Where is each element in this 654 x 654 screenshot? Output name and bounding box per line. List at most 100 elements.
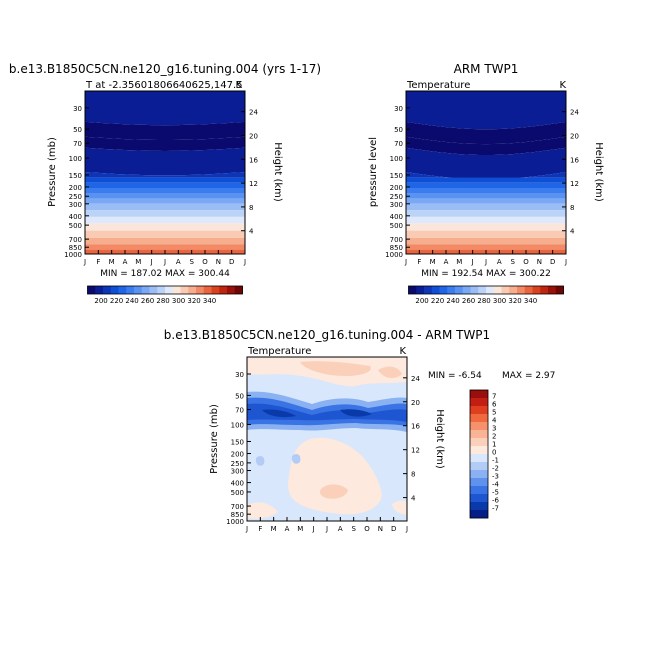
y-tick-label-right: 4 xyxy=(411,495,416,503)
panel-diff: b.e13.B1850C5CN.ne120_g16.tuning.004 - A… xyxy=(164,328,556,533)
x-tick-label: J xyxy=(243,258,246,266)
colorbar-swatch xyxy=(157,286,166,294)
panel-diff-y-ticks-right: 24 20 16 12 8 4 xyxy=(403,375,420,503)
contour-band xyxy=(85,198,245,204)
colorbar-swatch xyxy=(408,286,417,294)
x-tick-label: J xyxy=(325,525,328,533)
panel-diff-y-axis-label-right: Height (km) xyxy=(434,409,445,469)
x-tick-label: J xyxy=(404,258,407,266)
x-tick-label: A xyxy=(123,258,128,266)
x-tick-label: D xyxy=(391,525,396,533)
x-tick-label: A xyxy=(444,258,449,266)
y-tick-label-right: 16 xyxy=(249,156,258,164)
y-tick-label: 700 xyxy=(231,503,244,511)
y-tick-label: 400 xyxy=(69,213,82,221)
contour-band xyxy=(85,193,245,199)
colorbar-label: 340 xyxy=(203,297,216,305)
diff-colorbar-label: 5 xyxy=(492,409,496,417)
colorbar-swatch xyxy=(203,286,212,294)
y-tick-label: 70 xyxy=(235,407,244,415)
diff-cold-small-left xyxy=(255,456,265,466)
y-tick-label-right: 12 xyxy=(411,447,420,455)
colorbar-label: 300 xyxy=(493,297,506,305)
colorbar-swatch xyxy=(493,286,502,294)
x-tick-label: O xyxy=(523,258,529,266)
x-tick-label: S xyxy=(351,525,356,533)
y-tick-label: 150 xyxy=(390,172,403,180)
colorbar-swatch xyxy=(219,286,228,294)
y-tick-label: 400 xyxy=(231,480,244,488)
x-tick-label: O xyxy=(364,525,370,533)
contour-band xyxy=(85,203,245,211)
diff-colorbar-label: 4 xyxy=(492,417,497,425)
colorbar-swatch xyxy=(87,286,96,294)
panel-obs-plot-area xyxy=(406,91,566,254)
diff-colorbar-swatch xyxy=(470,438,488,447)
x-tick-label: D xyxy=(229,258,234,266)
diff-colorbar-swatch xyxy=(470,446,488,455)
panel-diff-stats-min: MIN = -6.54 xyxy=(428,371,482,381)
diff-warm-upper-right xyxy=(378,366,402,379)
y-tick-label: 700 xyxy=(69,236,82,244)
panel-model-y-axis-label-right: Height (km) xyxy=(272,142,283,202)
x-tick-label: N xyxy=(378,525,383,533)
contour-band xyxy=(406,91,566,130)
y-tick-label: 200 xyxy=(69,184,82,192)
y-tick-label-right: 20 xyxy=(411,399,420,407)
y-tick-label: 100 xyxy=(390,155,403,163)
panel-obs-y-axis-label-right: Height (km) xyxy=(593,142,604,202)
colorbar-swatch xyxy=(462,286,471,294)
colorbar-swatch xyxy=(126,286,135,294)
y-tick-label: 300 xyxy=(390,201,403,209)
diff-colorbar-label: -4 xyxy=(492,481,500,489)
colorbar-label: 200 xyxy=(94,297,107,305)
panel-diff-y-axis-label: Pressure (mb) xyxy=(209,404,220,474)
colorbar-label: 240 xyxy=(446,297,459,305)
panel-obs-subtitle-left: Temperature xyxy=(406,80,470,91)
x-tick-label: J xyxy=(564,258,567,266)
contour-band xyxy=(406,177,566,183)
y-tick-label: 200 xyxy=(231,451,244,459)
panel-model-y-axis-label: Pressure (mb) xyxy=(47,137,58,207)
colorbar-swatch xyxy=(234,286,243,294)
colorbar-swatch xyxy=(227,286,236,294)
colorbar-swatch xyxy=(134,286,143,294)
contour-band xyxy=(85,121,245,140)
y-tick-label: 30 xyxy=(235,371,244,379)
diff-colorbar-label: 3 xyxy=(492,425,496,433)
x-tick-label: J xyxy=(471,258,474,266)
y-tick-label: 150 xyxy=(231,438,244,446)
colorbar-swatch xyxy=(103,286,112,294)
y-tick-label: 300 xyxy=(69,201,82,209)
y-tick-label: 30 xyxy=(394,105,403,113)
colorbar-frame xyxy=(408,285,564,295)
contour-band xyxy=(85,244,245,250)
panel-obs-colorbar: 200 220 240 260 280 300 320 340 xyxy=(408,285,564,305)
colorbar-swatch xyxy=(141,286,150,294)
diff-cold-small-mid xyxy=(291,454,301,464)
contour-band xyxy=(406,216,566,224)
contour-band xyxy=(85,91,245,126)
y-tick-label: 850 xyxy=(390,244,403,252)
panel-obs-stats: MIN = 192.54 MAX = 300.22 xyxy=(421,269,551,279)
diff-colorbar-label: -3 xyxy=(492,473,499,481)
panel-obs-subtitle-right: K xyxy=(559,80,566,91)
y-tick-label: 250 xyxy=(390,193,403,201)
y-tick-label: 850 xyxy=(69,244,82,252)
panel-diff-plot-area xyxy=(247,357,407,521)
x-tick-label: S xyxy=(510,258,515,266)
contour-band xyxy=(406,210,566,217)
diff-colorbar-label: -7 xyxy=(492,505,499,513)
colorbar-swatch xyxy=(110,286,119,294)
y-tick-label: 50 xyxy=(394,126,403,134)
colorbar-swatch xyxy=(524,286,533,294)
y-tick-label-right: 12 xyxy=(570,180,579,188)
y-tick-label: 50 xyxy=(235,392,244,400)
x-tick-label: J xyxy=(312,525,315,533)
colorbar-swatch xyxy=(172,286,181,294)
diff-colorbar-swatch xyxy=(470,486,488,495)
panel-obs: ARM TWP1 Temperature K 30507010015020025… xyxy=(368,62,604,305)
contour-band xyxy=(85,136,245,151)
x-tick-label: M xyxy=(297,525,303,533)
